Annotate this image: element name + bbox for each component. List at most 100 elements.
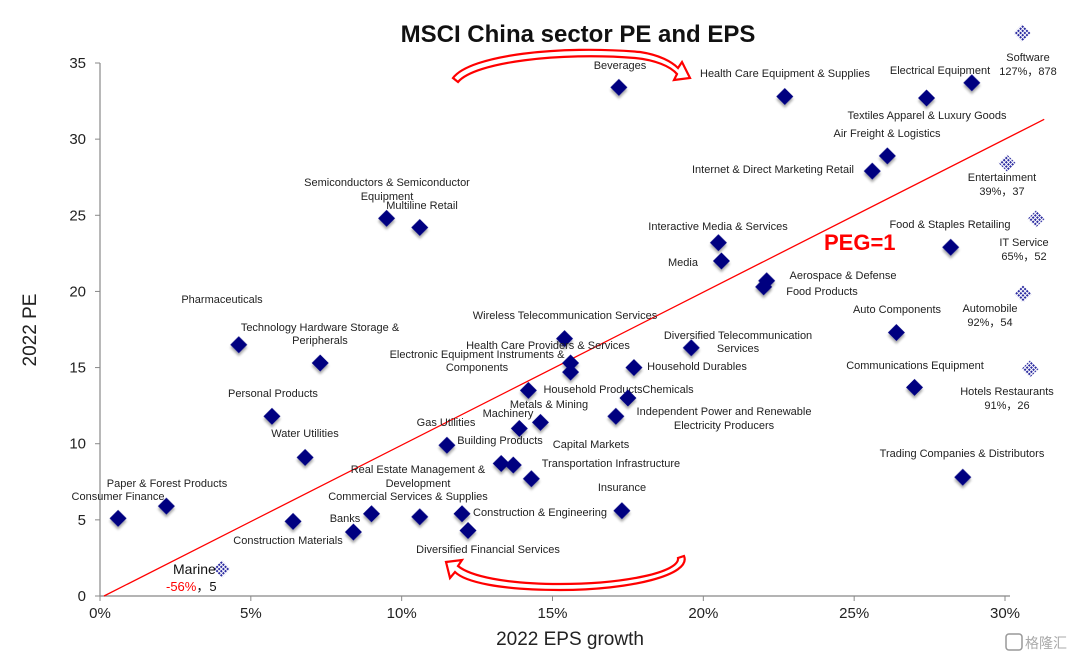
outlier-point: Entertainment 39%，37 <box>968 154 1036 198</box>
outlier-label: Automobile <box>962 303 1017 315</box>
diamond-marker <box>311 354 329 372</box>
y-tick-label: 5 <box>78 512 86 529</box>
point-label: Peripherals <box>292 335 348 347</box>
data-point: Insurance <box>598 482 646 520</box>
point-label: Internet & Direct Marketing Retail <box>692 164 854 176</box>
diamond-marker <box>878 147 896 165</box>
point-label: Services <box>717 343 760 355</box>
outlier-value: 65%，52 <box>1001 251 1046 263</box>
point-label: Construction Materials <box>233 535 343 547</box>
data-point: Paper & Forest Products <box>107 478 228 515</box>
diamond-marker <box>411 508 429 526</box>
bottom-curved-arrow <box>444 554 686 592</box>
point-label: Trading Companies & Distributors <box>880 448 1045 460</box>
data-point: Real Estate Management & Development <box>351 464 486 526</box>
x-tick-label: 25% <box>839 605 869 622</box>
hatched-diamond-marker <box>1014 285 1032 303</box>
point-label: Air Freight & Logistics <box>834 128 941 140</box>
point-label: Health Care Equipment & Supplies <box>700 68 870 80</box>
outlier-label: Hotels Restaurants <box>960 386 1054 398</box>
outlier-point: Automobile 92%，54 <box>962 285 1032 329</box>
outlier-label: Software <box>1006 52 1049 64</box>
point-label: Machinery <box>483 408 534 420</box>
outlier-point: Software 127%，878 <box>999 24 1057 78</box>
outlier-value: 92%，54 <box>967 317 1012 329</box>
diamond-marker <box>776 88 794 105</box>
data-point: Diversified Financial Services <box>416 522 560 556</box>
data-point: Air Freight & Logistics <box>834 128 941 165</box>
diamond-marker <box>504 456 522 474</box>
diamond-marker <box>344 523 362 541</box>
x-tick-label: 5% <box>240 605 262 622</box>
point-label: Food Products <box>786 286 858 298</box>
outlier-label: IT Service <box>999 237 1048 249</box>
point-label: Consumer Finance <box>72 491 165 503</box>
diamond-marker <box>963 74 981 92</box>
diamond-marker <box>459 522 477 540</box>
data-point: Beverages <box>594 60 647 96</box>
point-label: Insurance <box>598 482 646 494</box>
diamond-marker <box>453 505 471 523</box>
point-label: Household Durables <box>647 361 747 373</box>
data-point: Gas Utilities <box>417 417 476 454</box>
outlier-label: Entertainment <box>968 172 1036 184</box>
data-point: Consumer Finance <box>72 491 165 527</box>
point-label: Water Utilities <box>271 428 339 440</box>
hatched-diamond-marker <box>1027 210 1045 228</box>
watermark-logo: 格隆汇 <box>1005 633 1067 651</box>
outlier-label: Marine <box>173 561 216 577</box>
point-label: Interactive Media & Services <box>648 221 788 233</box>
diamond-marker <box>887 324 905 342</box>
point-label: Auto Components <box>853 304 942 316</box>
point-label: Beverages <box>594 60 647 72</box>
outlier-value: 39%，37 <box>979 186 1024 198</box>
diamond-marker <box>363 505 380 523</box>
data-point: Multiline Retail <box>386 200 458 236</box>
data-point: Personal Products <box>228 388 318 425</box>
point-label: Gas Utilities <box>417 417 476 429</box>
point-label: Metals & Mining <box>510 399 588 411</box>
diamond-marker <box>284 512 302 530</box>
data-point: Auto Components <box>853 304 942 342</box>
diamond-marker <box>109 509 127 527</box>
data-point: Health Care Equipment & Supplies <box>700 68 870 105</box>
diamond-marker <box>709 234 727 252</box>
diamond-marker <box>157 497 175 515</box>
x-tick-label: 30% <box>990 605 1020 622</box>
y-tick-label: 25 <box>69 207 86 224</box>
diamond-marker <box>863 162 881 180</box>
diamond-marker <box>531 413 549 431</box>
y-tick-label: 15 <box>69 360 86 377</box>
data-point: Capital Markets <box>504 439 630 474</box>
y-tick-label: 10 <box>69 436 86 453</box>
point-label: Real Estate Management & <box>351 464 486 476</box>
diamond-marker <box>438 436 456 454</box>
diamond-marker <box>562 363 580 381</box>
outlier-value: 91%，26 <box>984 400 1029 412</box>
point-label: Electricity Producers <box>674 420 775 432</box>
data-point: Commercial Services & Supplies <box>328 491 488 523</box>
hatched-diamond-marker <box>213 560 231 578</box>
point-label: Equipment <box>361 191 414 203</box>
diamond-marker <box>918 89 936 107</box>
data-point: Textiles Apparel & Luxury Goods <box>848 89 1007 122</box>
point-label: Transportation Infrastructure <box>542 458 680 470</box>
data-point: Household Products <box>519 381 643 399</box>
data-point: Electronic Equipment Instruments &Compon… <box>390 349 580 381</box>
diamond-marker <box>296 448 314 466</box>
data-point: Household Durables <box>625 359 747 377</box>
y-tick-label: 30 <box>69 131 86 148</box>
hatched-diamond-marker <box>1021 360 1039 378</box>
point-label: Paper & Forest Products <box>107 478 228 490</box>
diamond-marker <box>755 278 773 296</box>
point-label: Technology Hardware Storage & <box>241 322 400 334</box>
hatched-diamond-marker <box>998 154 1016 172</box>
diamond-marker <box>607 407 625 425</box>
point-label: Food & Staples Retailing <box>889 219 1010 231</box>
point-label: Independent Power and Renewable <box>637 406 812 418</box>
point-label: Wireless Telecommunication Services <box>473 310 658 322</box>
diamond-marker <box>556 330 574 348</box>
point-label: Aerospace & Defense <box>789 270 896 282</box>
peg-label: PEG=1 <box>824 230 896 255</box>
